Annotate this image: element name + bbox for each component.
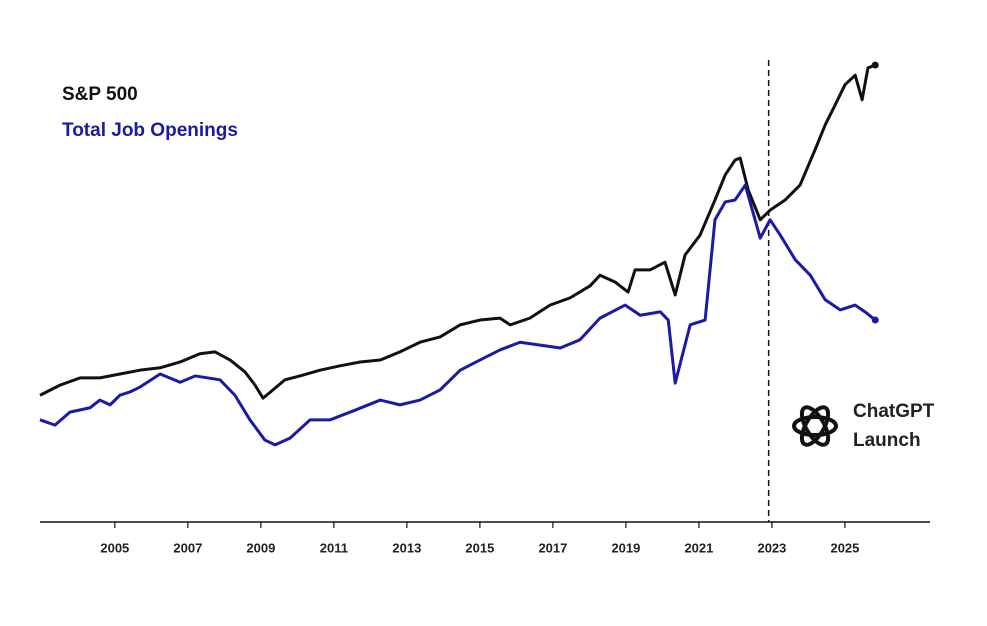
x-tick-label: 2015 bbox=[465, 540, 494, 555]
x-tick-label: 2013 bbox=[392, 540, 421, 555]
x-tick-label: 2019 bbox=[611, 540, 640, 555]
series-line bbox=[39, 183, 877, 447]
annotation-text: Launch bbox=[853, 430, 921, 451]
openai-logo bbox=[792, 405, 838, 447]
legend-label: Total Job Openings bbox=[62, 120, 238, 141]
x-tick-label: 2021 bbox=[684, 540, 713, 555]
legend-label: S&P 500 bbox=[62, 84, 138, 105]
x-tick-label: 2025 bbox=[830, 540, 859, 555]
x-tick-label: 2007 bbox=[173, 540, 202, 555]
series-line bbox=[39, 63, 876, 400]
end-dot bbox=[871, 61, 879, 69]
end-dot bbox=[871, 316, 879, 324]
x-tick-label: 2017 bbox=[538, 540, 567, 555]
x-tick-label: 2009 bbox=[246, 540, 275, 555]
x-tick-label: 2023 bbox=[757, 540, 786, 555]
x-tick-label: 2005 bbox=[100, 540, 129, 555]
x-tick-label: 2011 bbox=[320, 540, 348, 555]
annotation-text: ChatGPT bbox=[853, 401, 935, 422]
